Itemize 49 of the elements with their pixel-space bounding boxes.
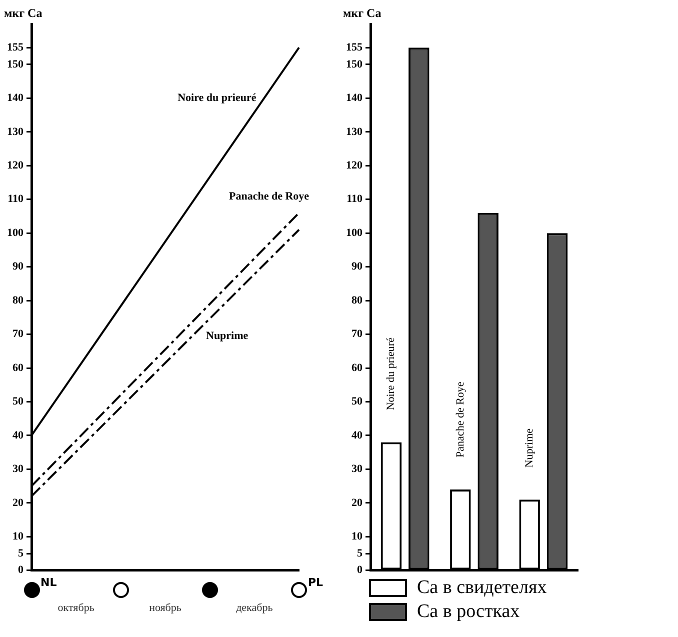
text: октябрь (58, 602, 94, 614)
legend-label: Ca в ростках (417, 601, 520, 623)
y-tick-label: 0 (18, 564, 24, 576)
y-tick-label: 50 (352, 396, 363, 408)
series-label: Noire du prieuré (178, 92, 256, 104)
y-tick-label: 60 (352, 362, 363, 374)
y-tick-label: 80 (352, 294, 363, 306)
y-tick-label: 40 (12, 429, 24, 442)
series-label: Nuprime (206, 330, 248, 342)
y-tick-label: 150 (346, 58, 363, 70)
y-tick-label: 30 (352, 463, 363, 476)
y-axis-title: мкг Ca (4, 6, 42, 21)
y-tick-label: 20 (12, 496, 24, 509)
text: ноябрь (149, 602, 182, 614)
y-tick-label: 20 (352, 496, 363, 509)
y-tick-label: 140 (346, 92, 363, 104)
y-tick-label: 120 (346, 160, 363, 172)
x-tick-label: PL (308, 576, 324, 590)
y-tick-label: 110 (8, 193, 24, 206)
y-tick-label: 150 (7, 58, 24, 70)
y-tick-label: 5 (18, 547, 24, 560)
y-tick-label: 50 (12, 396, 24, 408)
y-tick-label: 100 (346, 226, 363, 239)
x-tick-label: NL (40, 576, 57, 590)
y-tick-label: 130 (7, 126, 24, 138)
y-tick-label: 110 (346, 193, 363, 206)
y-tick-label: 70 (12, 328, 24, 340)
series-label: Panache de Roye (228, 190, 310, 203)
y-tick-label: 0 (357, 564, 363, 576)
y-tick-label: 80 (12, 294, 24, 306)
series-label: Ca в свидетелях (417, 577, 547, 599)
y-tick-label: 155 (346, 41, 363, 54)
y-tick-label: 10 (12, 530, 24, 543)
y-tick-label: 90 (352, 260, 363, 273)
y-axis-title: мкг Ca (343, 6, 382, 21)
y-tick-label: 70 (352, 328, 363, 340)
y-tick-label: 40 (352, 429, 363, 442)
y-tick-label: 30 (12, 463, 24, 476)
y-tick-label: 130 (346, 126, 363, 138)
y-tick-label: 100 (7, 226, 24, 239)
y-tick-label: 90 (12, 260, 24, 273)
x-tick-label: Panache de Roye (454, 382, 466, 458)
y-tick-label: 5 (357, 547, 363, 560)
y-tick-label: 140 (7, 92, 24, 104)
y-tick-label: 155 (7, 41, 24, 54)
y-tick-label: 60 (12, 362, 24, 374)
text: декабрь (236, 602, 273, 614)
y-tick-label: 10 (352, 530, 363, 543)
y-tick-label: 120 (7, 160, 24, 172)
